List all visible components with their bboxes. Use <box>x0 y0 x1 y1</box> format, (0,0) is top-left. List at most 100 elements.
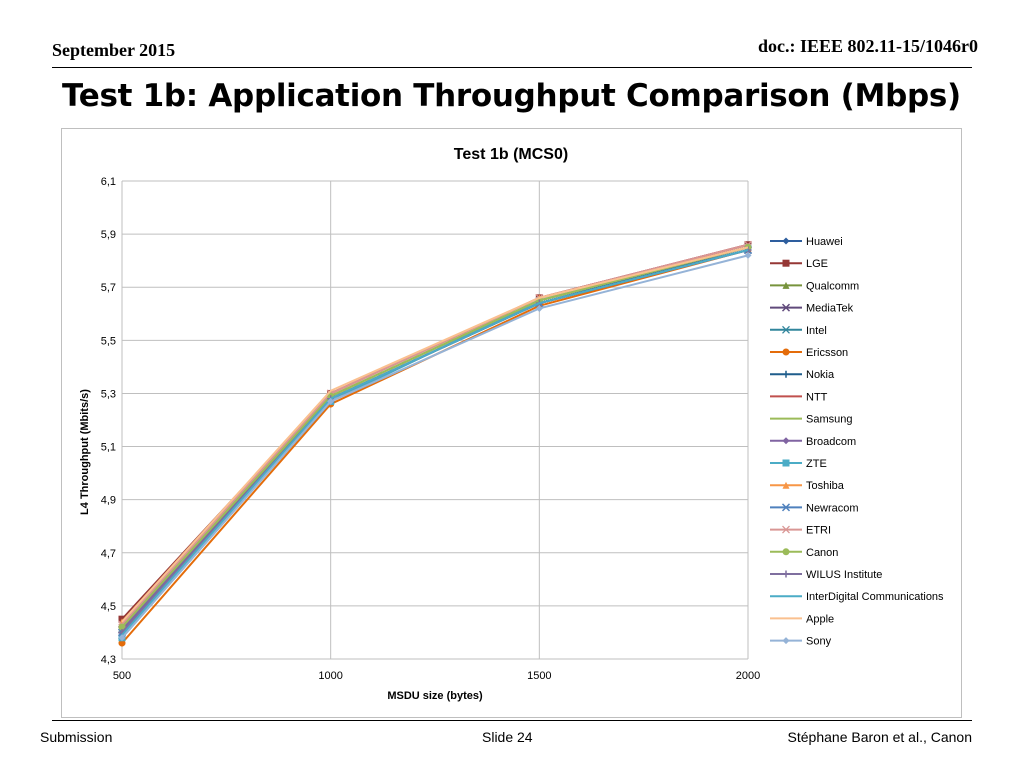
legend-marker <box>782 437 790 445</box>
series-qualcomm <box>118 243 752 631</box>
header-doc-id: doc.: IEEE 802.11-15/1046r0 <box>757 36 978 56</box>
data-point <box>118 634 126 642</box>
chart-series <box>117 240 753 647</box>
legend-marker <box>782 325 790 334</box>
x-axis-label: MSDU size (bytes) <box>387 690 483 702</box>
legend-marker <box>782 570 790 578</box>
legend-item: Apple <box>770 613 834 625</box>
legend-item: Broadcom <box>770 436 856 448</box>
legend-marker <box>782 348 790 356</box>
legend-marker <box>781 303 791 312</box>
legend-marker <box>782 637 790 645</box>
legend-label: Sony <box>806 636 832 648</box>
data-point <box>118 639 126 647</box>
y-tick-label: 4,7 <box>101 548 116 560</box>
legend-item: Newracom <box>770 502 859 514</box>
x-tick-label: 1500 <box>527 670 551 682</box>
series-toshiba <box>118 243 752 626</box>
data-point <box>327 397 335 405</box>
footer-left: Submission <box>40 729 113 745</box>
series-samsung <box>121 246 749 628</box>
series-line <box>121 246 749 623</box>
legend-item: InterDigital Communications <box>770 591 944 603</box>
legend-label: MediaTek <box>806 303 854 315</box>
series-broadcom <box>118 246 752 634</box>
legend-marker <box>782 370 790 378</box>
legend-item: ZTE <box>770 458 827 470</box>
series-line <box>121 246 749 628</box>
series-huawei <box>118 243 752 636</box>
legend-marker <box>782 237 790 245</box>
series-etri <box>118 240 752 629</box>
legend-label: Huawei <box>806 236 843 248</box>
x-tick-label: 2000 <box>736 670 760 682</box>
legend-label: Intel <box>806 325 827 337</box>
legend-item: NTT <box>770 391 828 403</box>
slide-title: Test 1b: Application Throughput Comparis… <box>62 78 961 114</box>
legend-item: Samsung <box>770 414 852 426</box>
y-tick-label: 4,9 <box>101 495 116 507</box>
legend-marker <box>782 525 790 534</box>
series-line <box>121 249 749 636</box>
legend-label: Broadcom <box>806 436 856 448</box>
legend-item: Canon <box>770 547 838 559</box>
legend-label: LGE <box>806 258 828 270</box>
series-line <box>121 243 749 626</box>
footer-author: Stéphane Baron et al., Canon <box>787 729 972 745</box>
legend-item: Nokia <box>770 369 835 381</box>
series-ntt <box>121 243 749 626</box>
chart-grid <box>121 180 749 660</box>
chart-title: Test 1b (MCS0) <box>454 146 568 163</box>
y-axis-ticks: 4,3 4,5 4,7 4,9 5,1 5,3 5,5 5,7 5,9 6,1 <box>101 176 116 666</box>
y-tick-label: 5,3 <box>101 388 116 400</box>
series-line <box>121 249 749 634</box>
legend-item: WILUS Institute <box>770 569 882 581</box>
footer-divider <box>52 720 972 721</box>
series-newracom <box>117 246 753 637</box>
x-axis-ticks: 500 1000 1500 2000 <box>113 670 760 682</box>
x-tick-label: 1000 <box>318 670 342 682</box>
series-line <box>121 249 749 631</box>
series-line <box>121 249 749 634</box>
series-line <box>121 249 749 636</box>
chart-container: Test 1b (MCS0) 4,3 4,5 4,7 4,9 5,1 5,3 5,5 5,7 5… <box>61 128 962 718</box>
legend-item: Ericsson <box>770 347 848 359</box>
y-tick-label: 4,5 <box>101 601 116 613</box>
data-point <box>535 304 543 312</box>
legend-item: LGE <box>770 258 828 270</box>
chart-legend: Huawei LGE Qualcomm MediaTek Intel Ericsson No… <box>770 236 944 648</box>
series-mediatek <box>117 246 753 634</box>
legend-label: WILUS Institute <box>806 569 882 581</box>
legend-label: InterDigital Communications <box>806 591 944 603</box>
series-line <box>121 243 749 620</box>
legend-label: ZTE <box>806 458 827 470</box>
legend-label: Apple <box>806 613 834 625</box>
series-apple <box>121 246 749 623</box>
legend-marker <box>782 459 790 467</box>
legend-item: Huawei <box>770 236 843 248</box>
legend-item: Qualcomm <box>770 280 859 292</box>
legend-marker <box>782 481 790 489</box>
header-date: September 2015 <box>52 40 176 60</box>
series-line <box>121 246 749 623</box>
series-canon <box>118 243 752 631</box>
data-point <box>744 251 752 259</box>
legend-item: Toshiba <box>770 480 845 492</box>
legend-label: Ericsson <box>806 347 848 359</box>
legend-marker <box>782 281 790 289</box>
series-lge <box>118 241 752 623</box>
header-divider <box>52 67 972 68</box>
legend-label: ETRI <box>806 525 831 537</box>
series-line <box>121 246 749 628</box>
series-line <box>121 243 749 626</box>
series-sony <box>118 251 752 642</box>
series-zte <box>118 243 752 642</box>
legend-marker <box>781 503 791 512</box>
series-line <box>121 249 749 636</box>
y-axis-label: L4 Throughput (Mbits/s) <box>79 389 91 515</box>
legend-label: Newracom <box>806 502 859 514</box>
legend-label: Samsung <box>806 414 852 426</box>
series-wilus-institute <box>118 246 752 636</box>
slide-number: Slide 24 <box>482 729 533 745</box>
x-tick-label: 500 <box>113 670 131 682</box>
